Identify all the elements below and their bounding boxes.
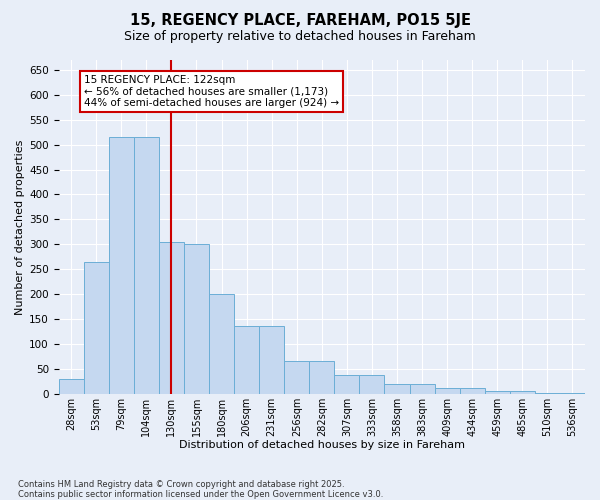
Bar	[234, 326, 259, 394]
Y-axis label: Number of detached properties: Number of detached properties	[15, 139, 25, 314]
Bar	[385, 384, 410, 394]
Bar	[359, 375, 385, 394]
Text: 15, REGENCY PLACE, FAREHAM, PO15 5JE: 15, REGENCY PLACE, FAREHAM, PO15 5JE	[130, 12, 470, 28]
X-axis label: Distribution of detached houses by size in Fareham: Distribution of detached houses by size …	[179, 440, 465, 450]
Bar	[510, 390, 535, 394]
Text: 15 REGENCY PLACE: 122sqm
← 56% of detached houses are smaller (1,173)
44% of sem: 15 REGENCY PLACE: 122sqm ← 56% of detach…	[84, 75, 339, 108]
Bar	[284, 362, 309, 394]
Bar	[434, 388, 460, 394]
Text: Contains HM Land Registry data © Crown copyright and database right 2025.
Contai: Contains HM Land Registry data © Crown c…	[18, 480, 383, 499]
Bar	[259, 326, 284, 394]
Bar	[334, 375, 359, 394]
Bar	[560, 392, 585, 394]
Bar	[209, 294, 234, 394]
Bar	[485, 390, 510, 394]
Bar	[410, 384, 434, 394]
Bar	[184, 244, 209, 394]
Text: Size of property relative to detached houses in Fareham: Size of property relative to detached ho…	[124, 30, 476, 43]
Bar	[535, 392, 560, 394]
Bar	[109, 137, 134, 394]
Bar	[134, 137, 159, 394]
Bar	[460, 388, 485, 394]
Bar	[159, 242, 184, 394]
Bar	[84, 262, 109, 394]
Bar	[59, 378, 84, 394]
Bar	[309, 362, 334, 394]
